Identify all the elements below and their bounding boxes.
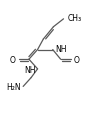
Text: H₂N: H₂N [6,82,21,91]
Text: CH₃: CH₃ [68,14,82,23]
Text: O: O [74,55,80,64]
Text: NH: NH [25,66,36,75]
Text: O: O [10,55,16,64]
Text: NH: NH [55,45,66,54]
